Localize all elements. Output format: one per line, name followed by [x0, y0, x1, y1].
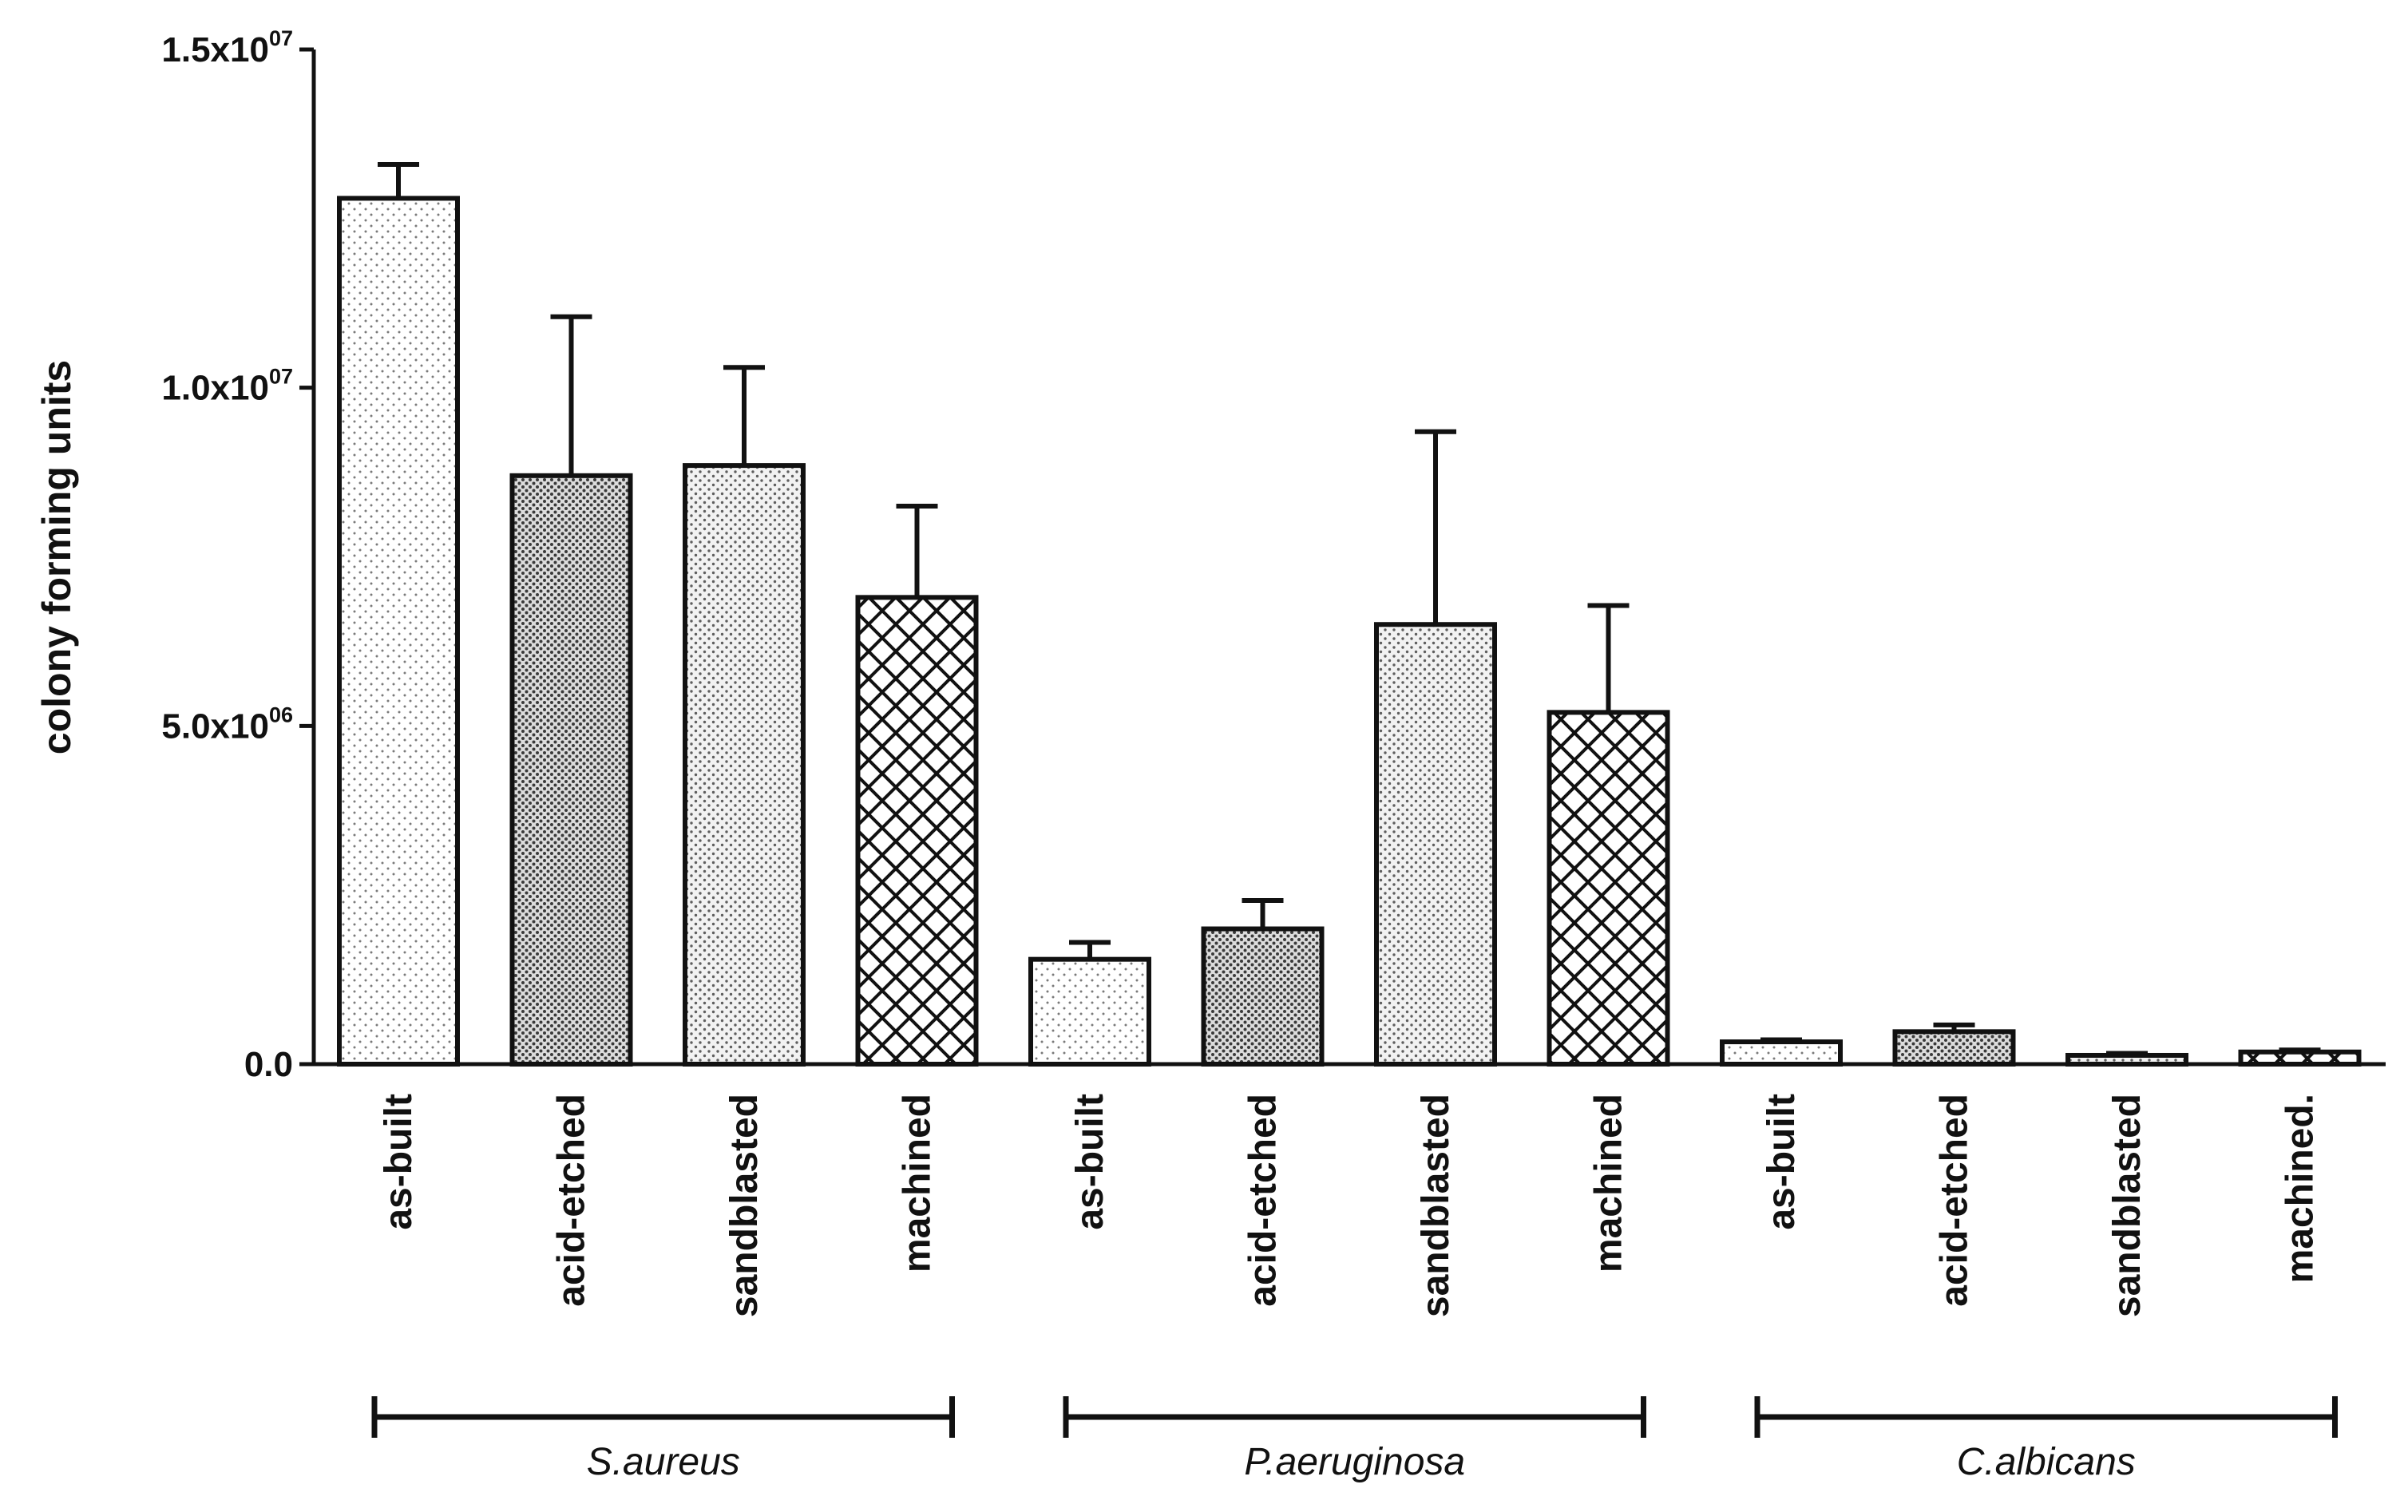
category-label: as-built — [1069, 1094, 1111, 1230]
category-label: machined — [1588, 1094, 1630, 1273]
bar-3-4 — [2238, 1047, 2362, 1067]
y-ticks: 0.0 5.0x1006 1.0x1007 1.5x1007 — [161, 26, 314, 1084]
bar-1-3 — [683, 365, 806, 1067]
group-bracket-1: S.aureus — [371, 1396, 955, 1483]
bar-rect — [1374, 622, 1497, 1067]
bar-1-2 — [509, 314, 633, 1067]
group-label: S.aureus — [587, 1441, 740, 1483]
bars — [337, 162, 2362, 1067]
bar-rect — [1547, 710, 1670, 1067]
bar-3-1 — [1720, 1037, 1843, 1067]
category-labels: as-built acid-etched sandblasted machined as… — [378, 1094, 2322, 1317]
group-label: C.albicans — [1957, 1441, 2136, 1483]
bar-3-3 — [2065, 1051, 2188, 1067]
group-bracket-2: P.aeruginosa — [1063, 1396, 1646, 1483]
y-tick-label: 1.0x1007 — [161, 365, 293, 408]
bar-2-4 — [1547, 603, 1670, 1067]
group-bracket-3: C.albicans — [1754, 1396, 2338, 1483]
category-label: machined. — [2279, 1094, 2322, 1283]
category-label: sandblasted — [723, 1094, 766, 1317]
category-label: as-built — [378, 1094, 420, 1230]
bar-rect — [683, 463, 806, 1067]
y-tick-label: 1.5x1007 — [161, 26, 293, 69]
bar-1-4 — [855, 503, 979, 1067]
bar-rect — [1201, 926, 1325, 1067]
category-label: sandblasted — [2106, 1094, 2149, 1317]
bar-rect — [337, 196, 460, 1067]
group-brackets: S.aureus P.aeruginosa C.albicans — [371, 1396, 2338, 1483]
bar-2-1 — [1028, 940, 1151, 1067]
y-tick-label: 5.0x1006 — [161, 703, 293, 746]
bar-1-1 — [337, 162, 460, 1067]
bar-rect — [1028, 956, 1151, 1067]
bar-rect — [1892, 1029, 2016, 1067]
group-label: P.aeruginosa — [1244, 1441, 1465, 1483]
bar-rect — [2065, 1052, 2188, 1067]
bar-rect — [1720, 1039, 1843, 1067]
bar-3-2 — [1892, 1022, 2016, 1067]
bar-2-3 — [1374, 429, 1497, 1067]
y-axis: 0.0 5.0x1006 1.0x1007 1.5x1007 colony formi… — [34, 26, 316, 1084]
y-tick-label: 0.0 — [244, 1045, 293, 1084]
bar-2-2 — [1201, 897, 1325, 1067]
bar-rect — [509, 473, 633, 1067]
category-label: machined — [897, 1094, 939, 1273]
category-label: acid-etched — [551, 1094, 593, 1307]
y-axis-title: colony forming units — [34, 360, 79, 754]
category-label: acid-etched — [1934, 1094, 1976, 1307]
category-label: sandblasted — [1415, 1094, 1457, 1317]
category-label: as-built — [1760, 1094, 1803, 1230]
bar-rect — [855, 595, 979, 1067]
bar-rect — [2238, 1049, 2362, 1067]
category-label: acid-etched — [1242, 1094, 1285, 1307]
